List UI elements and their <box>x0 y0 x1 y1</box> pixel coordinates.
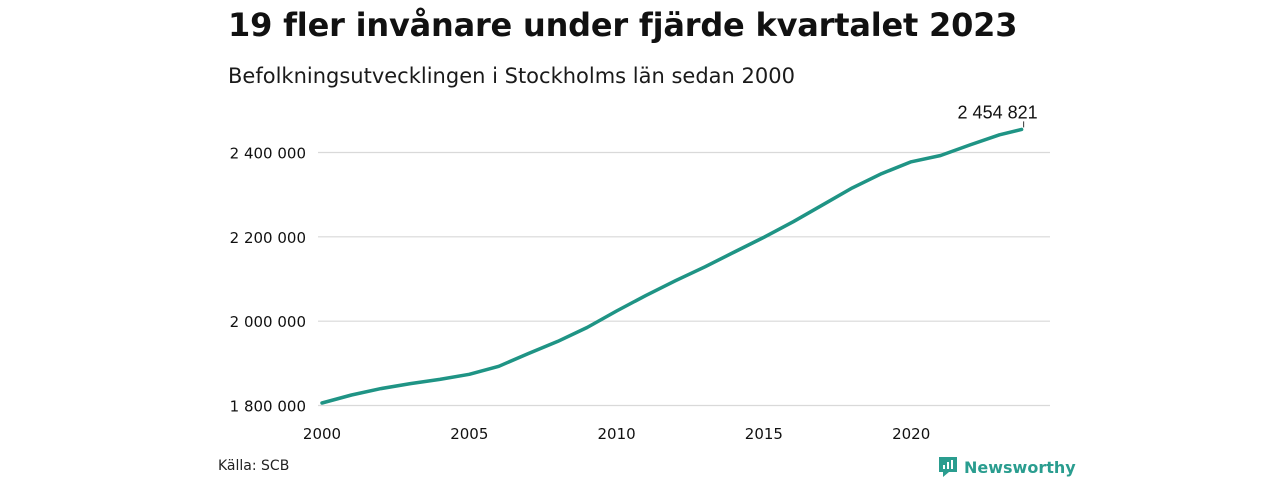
newsworthy-logo-icon <box>939 457 957 477</box>
x-tick-label: 2015 <box>745 425 783 443</box>
x-tick-label: 2000 <box>303 425 341 443</box>
gridlines <box>318 151 1050 407</box>
x-tick-label: 2010 <box>597 425 635 443</box>
y-tick-label: 2 200 000 <box>230 229 306 247</box>
source-note: Källa: SCB <box>218 458 290 474</box>
x-tick-label: 2005 <box>450 425 488 443</box>
y-tick-label: 1 800 000 <box>230 398 306 416</box>
chart-title: 19 fler invånare under fjärde kvartalet … <box>228 6 1018 44</box>
chart-subtitle: Befolkningsutvecklingen i Stockholms län… <box>228 64 795 88</box>
y-axis-ticks: 1 800 000 2 000 000 2 200 000 2 400 000 <box>230 145 306 416</box>
x-axis-ticks: 2000 2005 2010 2015 2020 <box>303 425 930 443</box>
end-value-label: 2 454 821 <box>958 102 1038 122</box>
series-line <box>320 127 1024 405</box>
brand-logo[interactable]: Newsworthy <box>938 456 1076 478</box>
x-tick-label: 2020 <box>892 425 930 443</box>
brand-name: Newsworthy <box>964 457 1076 477</box>
y-tick-label: 2 400 000 <box>230 145 306 163</box>
y-tick-label: 2 000 000 <box>230 313 306 331</box>
